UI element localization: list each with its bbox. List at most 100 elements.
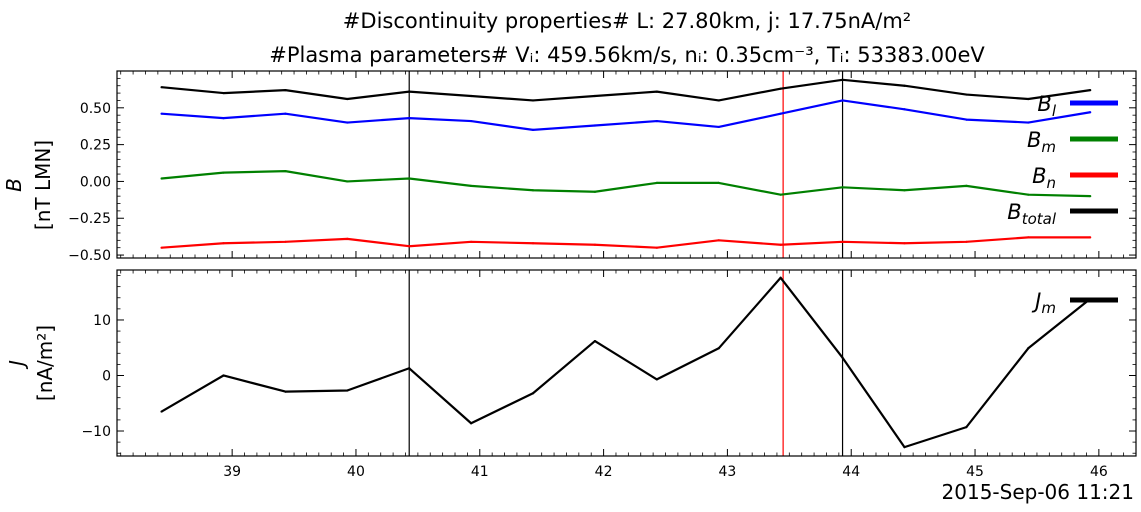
- bottom-y-axis-label-unit: [nA/m²]: [33, 325, 57, 401]
- data-point-B_m-14: [1027, 193, 1030, 196]
- data-point-B_n-3: [346, 237, 349, 240]
- data-point-B_m-12: [903, 189, 906, 192]
- data-point-B_l-14: [1027, 121, 1030, 124]
- data-point-B_n-7: [593, 243, 597, 246]
- data-point-B_n-9: [717, 239, 720, 242]
- y-tick-label: 0: [102, 368, 111, 384]
- data-point-J_m-8: [655, 378, 658, 381]
- data-point-B_l-6: [531, 128, 535, 131]
- data-point-B_l-2: [284, 112, 287, 115]
- legend-label-B_l: Bl: [1037, 92, 1056, 120]
- data-point-B_n-5: [470, 240, 473, 243]
- data-point-B_total-4: [408, 90, 411, 93]
- data-point-B_n-0: [160, 246, 163, 249]
- data-point-J_m-11: [841, 356, 844, 359]
- data-point-B_l-3: [346, 121, 349, 124]
- data-point-B_total-1: [222, 91, 225, 95]
- date-label: 2015-Sep-06 11:21: [942, 480, 1134, 504]
- data-point-B_l-5: [470, 119, 473, 123]
- data-point-B_n-4: [408, 245, 411, 248]
- bottom-y-axis-label-symbol: J: [5, 360, 29, 370]
- series-line-B_total: [161, 78, 1091, 102]
- data-point-B_n-6: [531, 242, 535, 245]
- data-point-B_m-2: [284, 170, 287, 173]
- y-tick-label: −0.25: [68, 211, 111, 227]
- data-point-B_l-11: [841, 99, 844, 102]
- data-point-B_m-10: [779, 193, 782, 196]
- data-point-J_m-5: [470, 422, 473, 425]
- bottom-axes-frame: [116, 269, 1137, 457]
- x-tick-label: 44: [842, 464, 860, 480]
- chart-title-line-2: #Plasma parameters# Vᵢ: 459.56km/s, nᵢ: …: [269, 43, 985, 67]
- data-point-B_n-10: [779, 243, 782, 246]
- x-tick-label: 45: [966, 464, 984, 480]
- y-tick-label: 10: [93, 313, 111, 329]
- data-point-B_total-12: [903, 84, 906, 87]
- top-panel: 0.50 0.25 0.00 −0.25 −0.50 B [nT LMN] Bl Bm Bn Bto…: [2, 70, 1137, 264]
- data-point-B_total-3: [346, 97, 349, 101]
- data-point-B_m-15: [1089, 195, 1092, 198]
- y-tick-label: −10: [81, 424, 111, 440]
- data-point-B_l-1: [222, 117, 225, 120]
- data-point-J_m-7: [593, 339, 597, 343]
- data-point-B_l-15: [1089, 111, 1092, 114]
- data-point-B_n-2: [284, 240, 287, 243]
- data-point-B_total-15: [1089, 89, 1092, 92]
- series-line-B_n: [161, 236, 1091, 249]
- data-point-B_l-13: [965, 118, 968, 121]
- data-point-J_m-10: [779, 276, 782, 279]
- data-point-B_m-11: [841, 186, 844, 189]
- data-point-J_m-13: [965, 426, 968, 429]
- top-y-axis-label-unit: [nT LMN]: [31, 140, 55, 230]
- data-point-B_n-13: [965, 240, 968, 243]
- data-point-J_m-4: [408, 367, 411, 370]
- data-point-B_total-10: [779, 87, 782, 90]
- data-point-J_m-12: [903, 446, 906, 449]
- data-point-J_m-6: [531, 392, 535, 395]
- data-point-J_m-2: [284, 390, 287, 393]
- x-tick-label: 41: [471, 464, 489, 480]
- series-line-J_m: [161, 276, 1091, 449]
- x-tick-label: 46: [1090, 464, 1108, 480]
- bottom-series-group: [160, 276, 1092, 449]
- y-tick-label: 0.00: [80, 174, 111, 190]
- data-point-B_total-13: [965, 93, 968, 96]
- y-tick-label: −0.50: [68, 248, 111, 264]
- data-point-B_n-14: [1027, 236, 1030, 239]
- data-point-J_m-9: [717, 347, 720, 350]
- data-point-B_total-11: [841, 78, 844, 81]
- data-point-J_m-0: [160, 410, 163, 413]
- chart-title-line-1: #Discontinuity properties# L: 27.80km, j…: [343, 9, 911, 33]
- data-point-B_total-7: [593, 94, 597, 98]
- legend-label-B_n: Bn: [1032, 164, 1056, 192]
- data-point-J_m-1: [222, 374, 225, 377]
- data-point-B_n-12: [903, 242, 906, 245]
- data-point-B_n-15: [1089, 236, 1092, 239]
- data-point-B_l-0: [160, 112, 163, 115]
- data-point-B_total-8: [655, 90, 658, 93]
- data-point-B_l-7: [593, 124, 597, 127]
- data-point-B_m-9: [717, 181, 720, 185]
- data-point-B_total-6: [531, 99, 535, 102]
- legend-label-J_m: Jm: [1031, 289, 1056, 317]
- data-point-J_m-3: [346, 389, 349, 392]
- x-tick-label: 43: [718, 464, 736, 480]
- data-point-B_n-1: [222, 242, 225, 245]
- legend-label-B_m: Bm: [1027, 128, 1056, 156]
- x-tick-label: 42: [595, 464, 613, 480]
- data-point-B_m-13: [965, 184, 968, 187]
- data-point-B_l-10: [779, 112, 782, 115]
- data-point-B_total-14: [1027, 97, 1030, 101]
- data-point-J_m-14: [1027, 347, 1030, 350]
- data-point-B_total-9: [717, 99, 720, 102]
- data-point-B_l-9: [717, 125, 720, 129]
- data-point-B_n-8: [655, 246, 658, 249]
- data-point-B_m-8: [655, 181, 658, 185]
- bottom-panel: 39 40 41 42 43 44 45 46 10 0 −10 J [nA/m²] Jm: [5, 269, 1137, 480]
- data-point-B_n-11: [841, 240, 844, 243]
- data-point-B_total-5: [470, 94, 473, 98]
- data-point-B_m-1: [222, 171, 225, 174]
- x-tick-label: 39: [223, 464, 241, 480]
- top-y-axis-label-symbol: B: [2, 178, 26, 192]
